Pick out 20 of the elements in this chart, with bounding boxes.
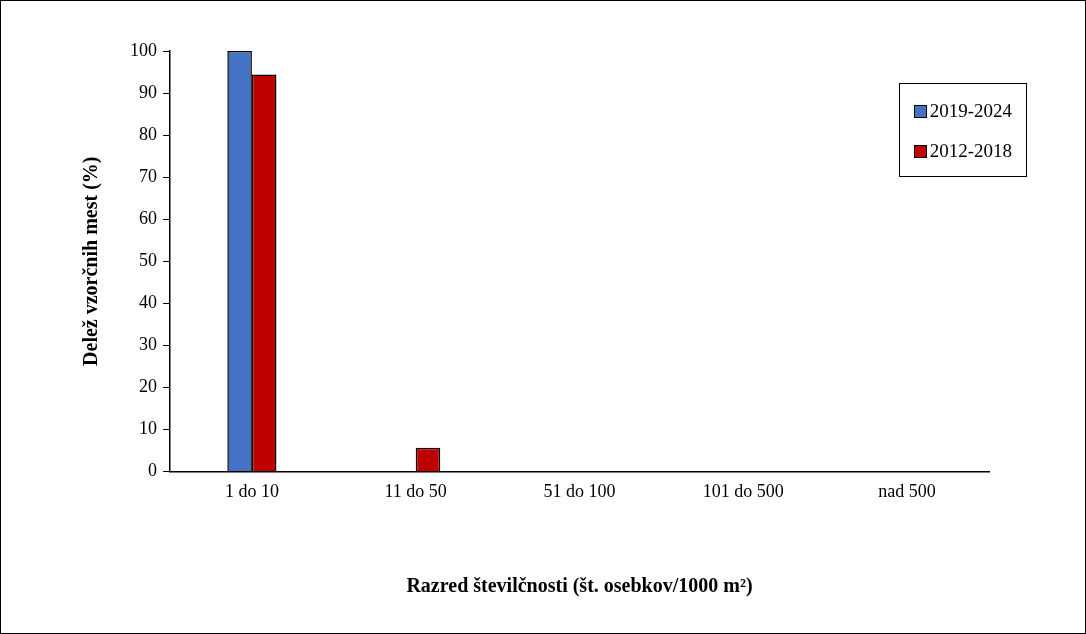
y-tick-label: 60	[139, 207, 157, 228]
x-tick-label: nad 500	[878, 480, 936, 501]
y-axis-title: Delež vzorčnih mest (%)	[79, 156, 103, 366]
y-tick-label: 30	[139, 334, 157, 355]
y-tick-label: 40	[139, 291, 157, 312]
y-tick-label: 50	[139, 249, 157, 270]
y-tick-label: 90	[139, 81, 157, 102]
x-tick-label: 101 do 500	[702, 480, 784, 501]
legend-label: 2012-2018	[929, 140, 1012, 162]
x-tick-label: 11 do 50	[384, 480, 447, 501]
x-tick-label: 1 do 10	[224, 480, 279, 501]
y-tick-label: 0	[148, 460, 157, 481]
y-tick-label: 10	[139, 418, 157, 439]
y-tick-label: 80	[139, 123, 157, 144]
x-axis-title: Razred številčnosti (št. osebkov/1000 m²)	[406, 574, 753, 598]
y-tick-label: 20	[139, 376, 157, 397]
legend-label: 2019-2024	[929, 100, 1012, 122]
y-tick-label: 70	[139, 165, 157, 186]
x-tick-label: 51 do 100	[543, 480, 616, 501]
y-tick-label: 100	[130, 39, 157, 60]
